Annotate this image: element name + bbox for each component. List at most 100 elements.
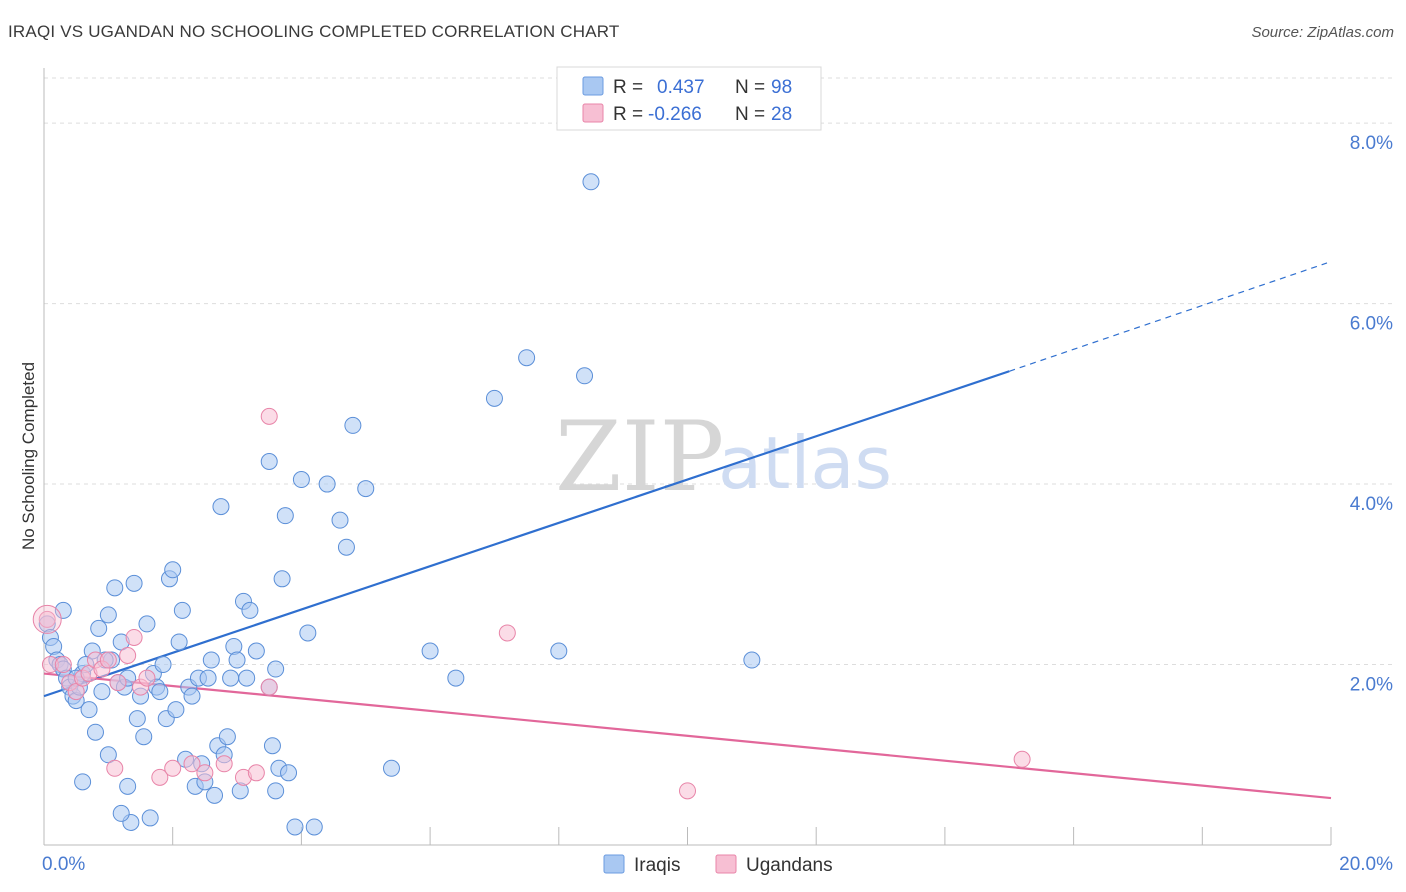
iraqi-point <box>337 538 355 556</box>
legend-swatch-iraqis <box>582 76 604 96</box>
iraqi-point <box>222 669 240 687</box>
y-tick-label: 6.0% <box>1350 314 1393 335</box>
legend-r-label: R = <box>613 104 643 125</box>
iraqi-point <box>202 651 220 669</box>
series-legend: Iraqis Ugandans <box>603 854 833 876</box>
legend-n-label: N = <box>735 104 765 125</box>
iraqi-point <box>218 728 236 746</box>
iraqi-trend-line <box>43 370 1010 698</box>
iraqi-point <box>54 601 72 619</box>
iraqi-point <box>260 453 278 470</box>
legend-n-value: 98 <box>771 77 792 98</box>
iraqi-point <box>183 687 201 705</box>
iraqi-point <box>128 710 146 728</box>
ugandan-point <box>196 764 214 782</box>
iraqi-point <box>318 475 336 493</box>
iraqi-point <box>167 701 185 719</box>
ugandan-point <box>260 678 278 696</box>
iraqi-point <box>299 624 317 642</box>
chart-title: IRAQI VS UGANDAN NO SCHOOLING COMPLETED … <box>8 22 620 41</box>
iraqi-point <box>151 683 169 701</box>
iraqi-point <box>247 642 265 660</box>
legend-r-value: 0.437 <box>657 77 705 98</box>
ugandan-point-large <box>32 604 62 634</box>
iraqi-point <box>106 579 124 597</box>
iraqi-point <box>90 619 108 637</box>
ugandan-point <box>54 656 72 674</box>
y-tick-label: 8.0% <box>1350 133 1393 154</box>
iraqi-point <box>305 818 323 836</box>
iraqi-point <box>447 669 465 687</box>
iraqi-point <box>80 701 98 719</box>
legend-swatch-ugandans <box>582 103 604 123</box>
iraqi-point <box>74 773 92 791</box>
ugandan-point <box>260 407 278 425</box>
iraqi-point <box>344 416 362 434</box>
ugandan-point <box>38 610 56 628</box>
iraqi-point <box>199 669 217 687</box>
iraqi-point <box>267 660 285 678</box>
iraqi-point <box>576 367 594 385</box>
iraqi-point <box>331 511 349 529</box>
iraqi-point <box>135 728 153 746</box>
iraqi-point <box>267 782 285 800</box>
ugandan-point <box>119 647 137 665</box>
iraqi-point <box>170 633 188 651</box>
ugandan-point <box>151 768 169 786</box>
y-tick-label: 2.0% <box>1350 675 1393 696</box>
ugandan-point <box>106 759 124 777</box>
ugandan-point <box>498 624 516 642</box>
iraqi-point <box>99 606 117 624</box>
ugandan-point <box>215 755 233 773</box>
iraqi-point <box>164 561 182 579</box>
legend-r-label: R = <box>613 77 643 98</box>
iraqi-point <box>421 642 439 660</box>
legend-swatch-ugandans <box>715 854 737 874</box>
watermark-zip: ZIP <box>555 401 724 513</box>
ugandan-trend-line <box>43 672 1332 800</box>
stats-legend: R = 0.437 N = 98 R = -0.266 N = 28 <box>556 66 822 131</box>
iraqi-point <box>518 349 536 367</box>
legend-n-label: N = <box>735 77 765 98</box>
ugandan-point <box>99 651 117 669</box>
x-tick-labels: 0.0% 20.0% <box>42 854 1393 875</box>
iraqi-point <box>550 642 568 660</box>
iraqi-point <box>212 498 230 516</box>
iraqi-point <box>743 651 761 669</box>
iraqi-point <box>206 786 224 804</box>
legend-label-ugandans: Ugandans <box>746 855 833 876</box>
ugandan-point <box>164 759 182 777</box>
legend-r-value: -0.266 <box>648 104 702 125</box>
iraqi-point <box>154 656 172 674</box>
trend-lines <box>43 262 1332 800</box>
iraqi-point <box>138 615 156 633</box>
iraqi-point <box>238 669 256 687</box>
ugandan-point <box>1013 750 1031 768</box>
ugandan-point <box>125 628 143 646</box>
iraqi-point <box>228 651 246 669</box>
iraqi-point <box>357 480 375 498</box>
grid-lines <box>44 77 1392 666</box>
legend-swatch-iraqis <box>603 854 625 874</box>
iraqi-trend-extension <box>1009 262 1328 372</box>
iraqi-point <box>112 804 130 822</box>
iraqi-point <box>263 737 281 755</box>
legend-n-value: 28 <box>771 104 792 125</box>
iraqi-point <box>485 389 503 407</box>
iraqi-point <box>273 570 291 588</box>
ugandan-point <box>247 764 265 782</box>
iraqi-point <box>173 601 191 619</box>
iraqi-point <box>280 764 298 782</box>
ugandan-point <box>183 755 201 773</box>
iraqi-point <box>292 471 310 489</box>
iraqi-point <box>286 818 304 836</box>
ugandan-point <box>679 782 696 800</box>
iraqi-point <box>93 683 111 701</box>
source-label: Source: ZipAtlas.com <box>1251 24 1394 41</box>
ugandan-point <box>109 674 127 692</box>
y-axis-label: No Schooling Completed <box>19 362 38 550</box>
data-points <box>32 173 1031 836</box>
iraqi-point <box>119 777 137 795</box>
watermark-atlas: atlas <box>718 421 892 505</box>
iraqi-point <box>125 574 143 592</box>
